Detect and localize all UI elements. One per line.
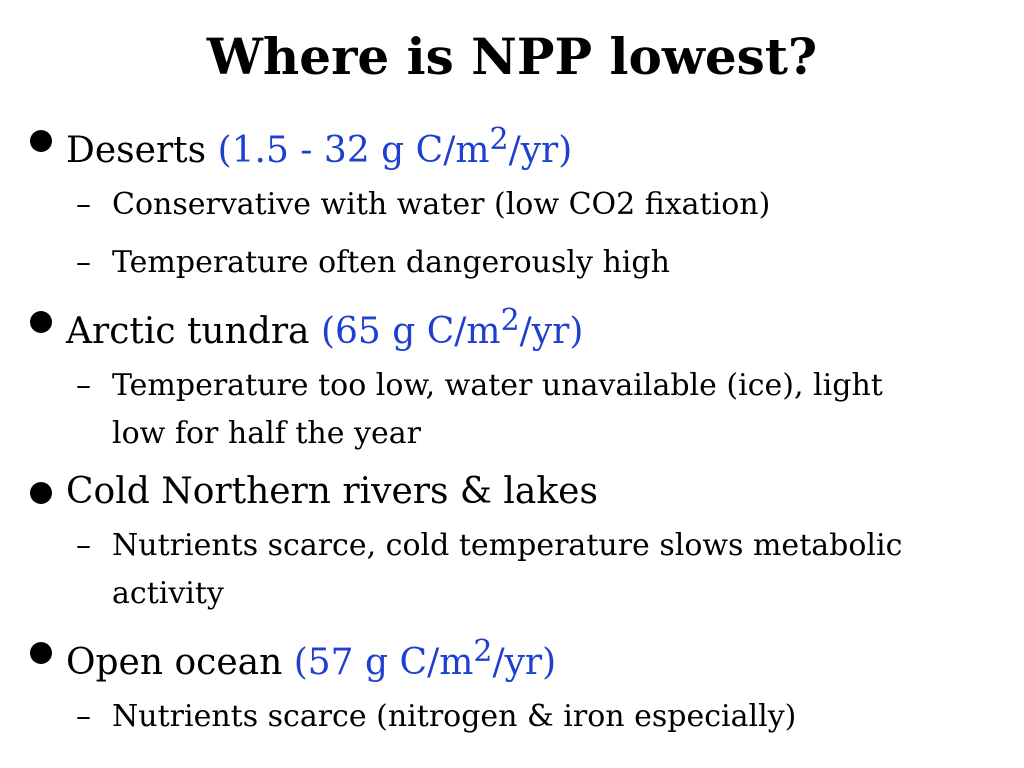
npp-stat-suffix: /yr) (492, 642, 557, 683)
npp-stat: (65 g C/m2/yr) (320, 303, 584, 352)
bullet-label: Arctic tundra (66, 311, 310, 352)
bullet-icon (30, 642, 52, 664)
npp-stat: (1.5 - 32 g C/m2/yr) (217, 122, 573, 171)
bullet-label: Cold Northern rivers & lakes (66, 471, 598, 512)
dash-icon: – (76, 245, 91, 280)
sub-bullet: – Nutrients scarce (nitrogen & iron espe… (28, 693, 988, 741)
bullet-icon (30, 482, 52, 504)
sub-bullet-text: Nutrients scarce, cold temperature slows… (112, 528, 903, 611)
sub-bullet-text: Nutrients scarce (nitrogen & iron especi… (112, 699, 797, 734)
npp-stat: (57 g C/m2/yr) (293, 634, 557, 683)
npp-stat-prefix: (65 g C/m (320, 311, 501, 352)
bullet-icon (30, 130, 52, 152)
bullet-label: Open ocean (66, 642, 283, 683)
bullet-deserts: Deserts (1.5 - 32 g C/m2/yr) (28, 116, 988, 175)
npp-stat-suffix: /yr) (519, 311, 584, 352)
npp-stat-prefix: (1.5 - 32 g C/m (217, 130, 490, 171)
dash-icon: – (76, 528, 91, 563)
sub-bullet-text: Temperature too low, water unavailable (… (112, 368, 883, 451)
npp-stat-suffix: /yr) (508, 130, 573, 171)
sub-bullet: – Temperature too low, water unavailable… (28, 362, 942, 458)
sub-bullet: – Nutrients scarce, cold temperature slo… (28, 522, 942, 618)
dash-icon: – (76, 187, 91, 222)
npp-stat-superscript: 2 (489, 122, 509, 157)
bullet-label: Deserts (66, 130, 207, 171)
bullet-cold-northern-rivers: Cold Northern rivers & lakes (28, 468, 988, 516)
bullet-open-ocean: Open ocean (57 g C/m2/yr) (28, 628, 988, 687)
npp-stat-superscript: 2 (500, 303, 520, 338)
dash-icon: – (76, 368, 91, 403)
bullet-list: Deserts (1.5 - 32 g C/m2/yr) – Conservat… (28, 116, 988, 751)
npp-stat-prefix: (57 g C/m (293, 642, 474, 683)
bullet-arctic-tundra: Arctic tundra (65 g C/m2/yr) (28, 297, 988, 356)
slide-title: Where is NPP lowest? (206, 27, 818, 86)
dash-icon: – (76, 699, 91, 734)
sub-bullet: – Conservative with water (low CO2 fixat… (28, 181, 988, 229)
sub-bullet-text: Conservative with water (low CO2 fixatio… (112, 187, 771, 222)
npp-stat-superscript: 2 (473, 634, 493, 669)
bullet-icon (30, 311, 52, 333)
sub-bullet: – Temperature often dangerously high (28, 239, 988, 287)
sub-bullet-text: Temperature often dangerously high (112, 245, 670, 280)
